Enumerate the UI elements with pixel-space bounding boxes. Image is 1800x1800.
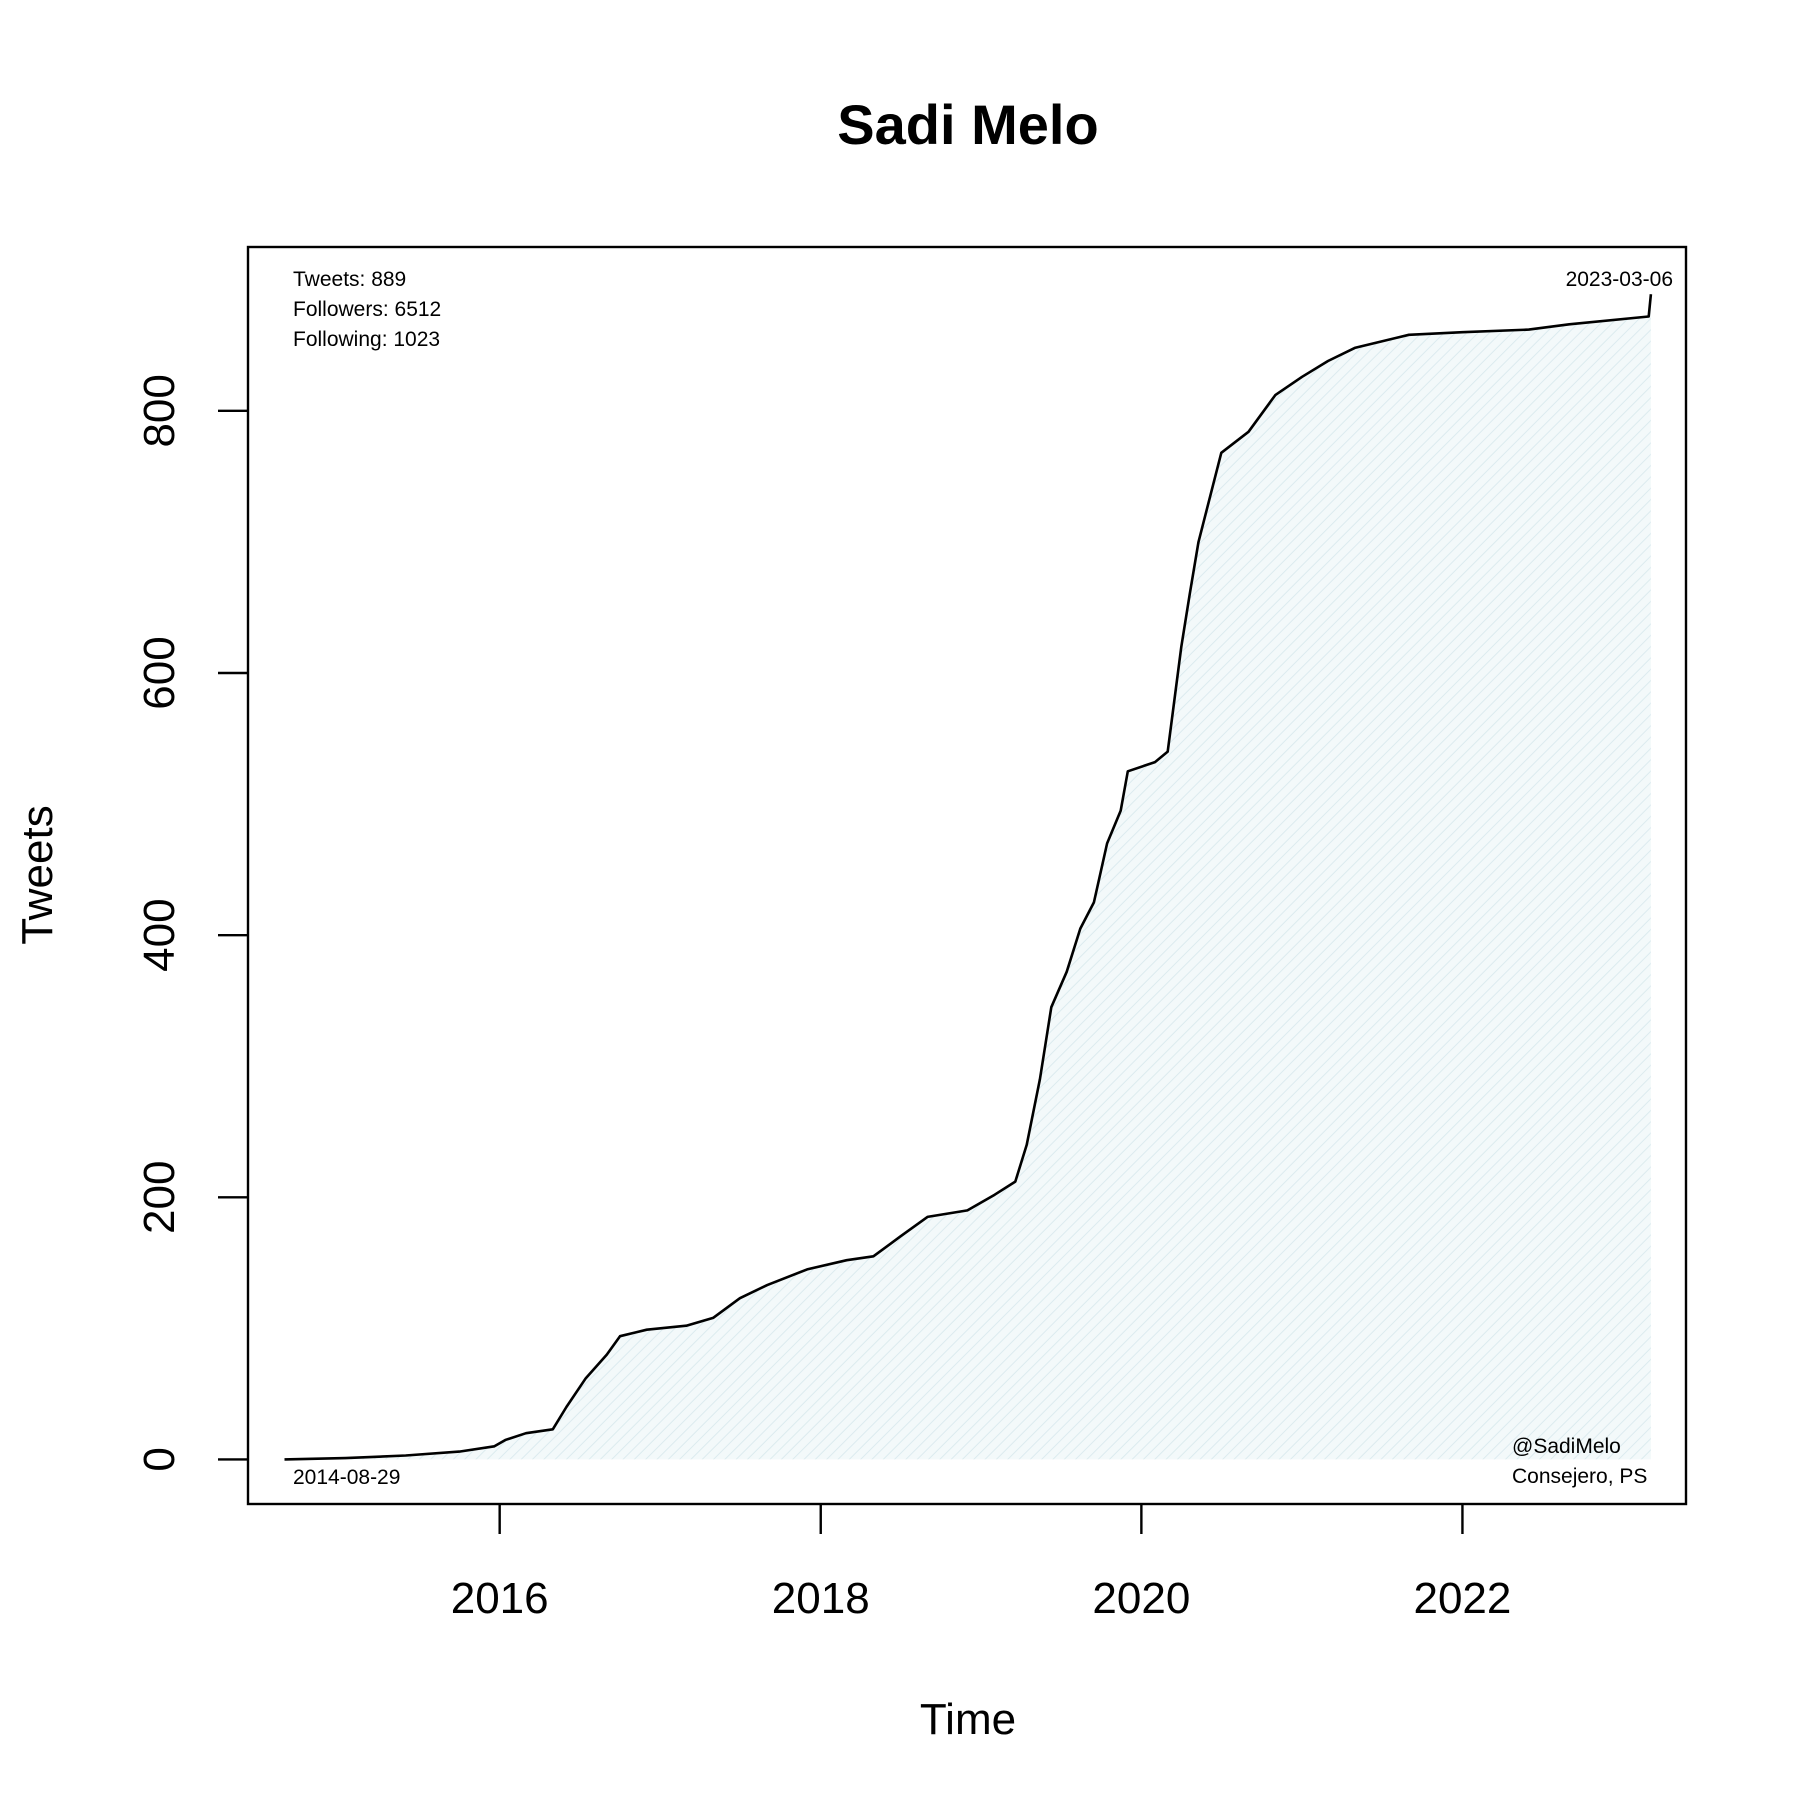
tweets-count-label: Tweets: 889 [293, 268, 406, 291]
y-tick-label: 400 [135, 898, 184, 971]
handle-label: @SadiMelo [1512, 1435, 1621, 1458]
chart-title: Sadi Melo [837, 93, 1098, 156]
x-axis: 2016 2018 2020 2022 [451, 1504, 1511, 1623]
end-date-label: 2023-03-06 [1566, 268, 1673, 291]
y-tick-label: 0 [135, 1447, 184, 1471]
cumulative-tweets-line [284, 294, 1653, 1461]
following-count-label: Following: 1023 [293, 328, 440, 351]
y-tick-label: 200 [135, 1161, 184, 1234]
y-tick-label: 600 [135, 636, 184, 709]
plot-area [284, 294, 1653, 1461]
x-tick-label: 2022 [1413, 1574, 1511, 1623]
followers-count-label: Followers: 6512 [293, 298, 441, 321]
cumulative-tweets-area [284, 294, 1651, 1460]
x-tick-label: 2018 [772, 1574, 870, 1623]
role-label: Consejero, PS [1512, 1465, 1647, 1488]
x-axis-label: Time [920, 1695, 1016, 1744]
x-tick-label: 2020 [1092, 1574, 1190, 1623]
y-axis-label: Tweets [13, 805, 62, 944]
y-axis: 0 200 400 600 800 [135, 374, 248, 1472]
x-tick-label: 2016 [451, 1574, 549, 1623]
y-tick-label: 800 [135, 374, 184, 447]
plot-frame [246, 245, 1688, 1506]
start-date-label: 2014-08-29 [293, 1466, 400, 1489]
